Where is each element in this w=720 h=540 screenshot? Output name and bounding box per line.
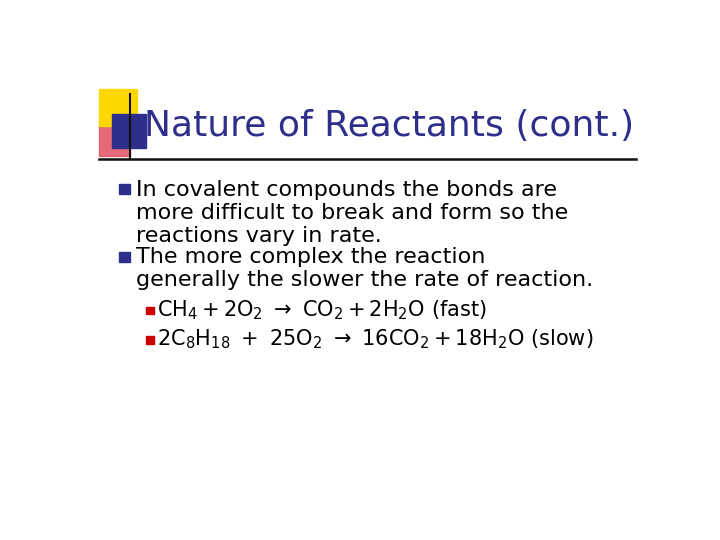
- Text: The more complex the reaction: The more complex the reaction: [137, 247, 486, 267]
- Bar: [145, 336, 153, 343]
- Text: In covalent compounds the bonds are: In covalent compounds the bonds are: [137, 179, 557, 200]
- Text: generally the slower the rate of reaction.: generally the slower the rate of reactio…: [137, 271, 593, 291]
- Text: $\mathregular{CH_4 + 2O_2\ \rightarrow\ CO_2 + 2H_2O\ (fast)}$: $\mathregular{CH_4 + 2O_2\ \rightarrow\ …: [157, 299, 487, 322]
- Text: Nature of Reactants (cont.): Nature of Reactants (cont.): [144, 110, 634, 144]
- Text: $\mathregular{2C_8H_{18}\ +\ 25O_2\ \rightarrow\ 16CO_2 + 18H_2O\ (slow)}$: $\mathregular{2C_8H_{18}\ +\ 25O_2\ \rig…: [157, 328, 593, 352]
- Bar: [112, 114, 145, 148]
- Bar: [120, 252, 130, 262]
- Bar: [145, 307, 153, 314]
- Text: more difficult to break and form so the: more difficult to break and form so the: [137, 202, 569, 222]
- Bar: [99, 122, 130, 156]
- Text: reactions vary in rate.: reactions vary in rate.: [137, 226, 382, 246]
- Bar: [99, 90, 137, 126]
- Bar: [120, 184, 130, 194]
